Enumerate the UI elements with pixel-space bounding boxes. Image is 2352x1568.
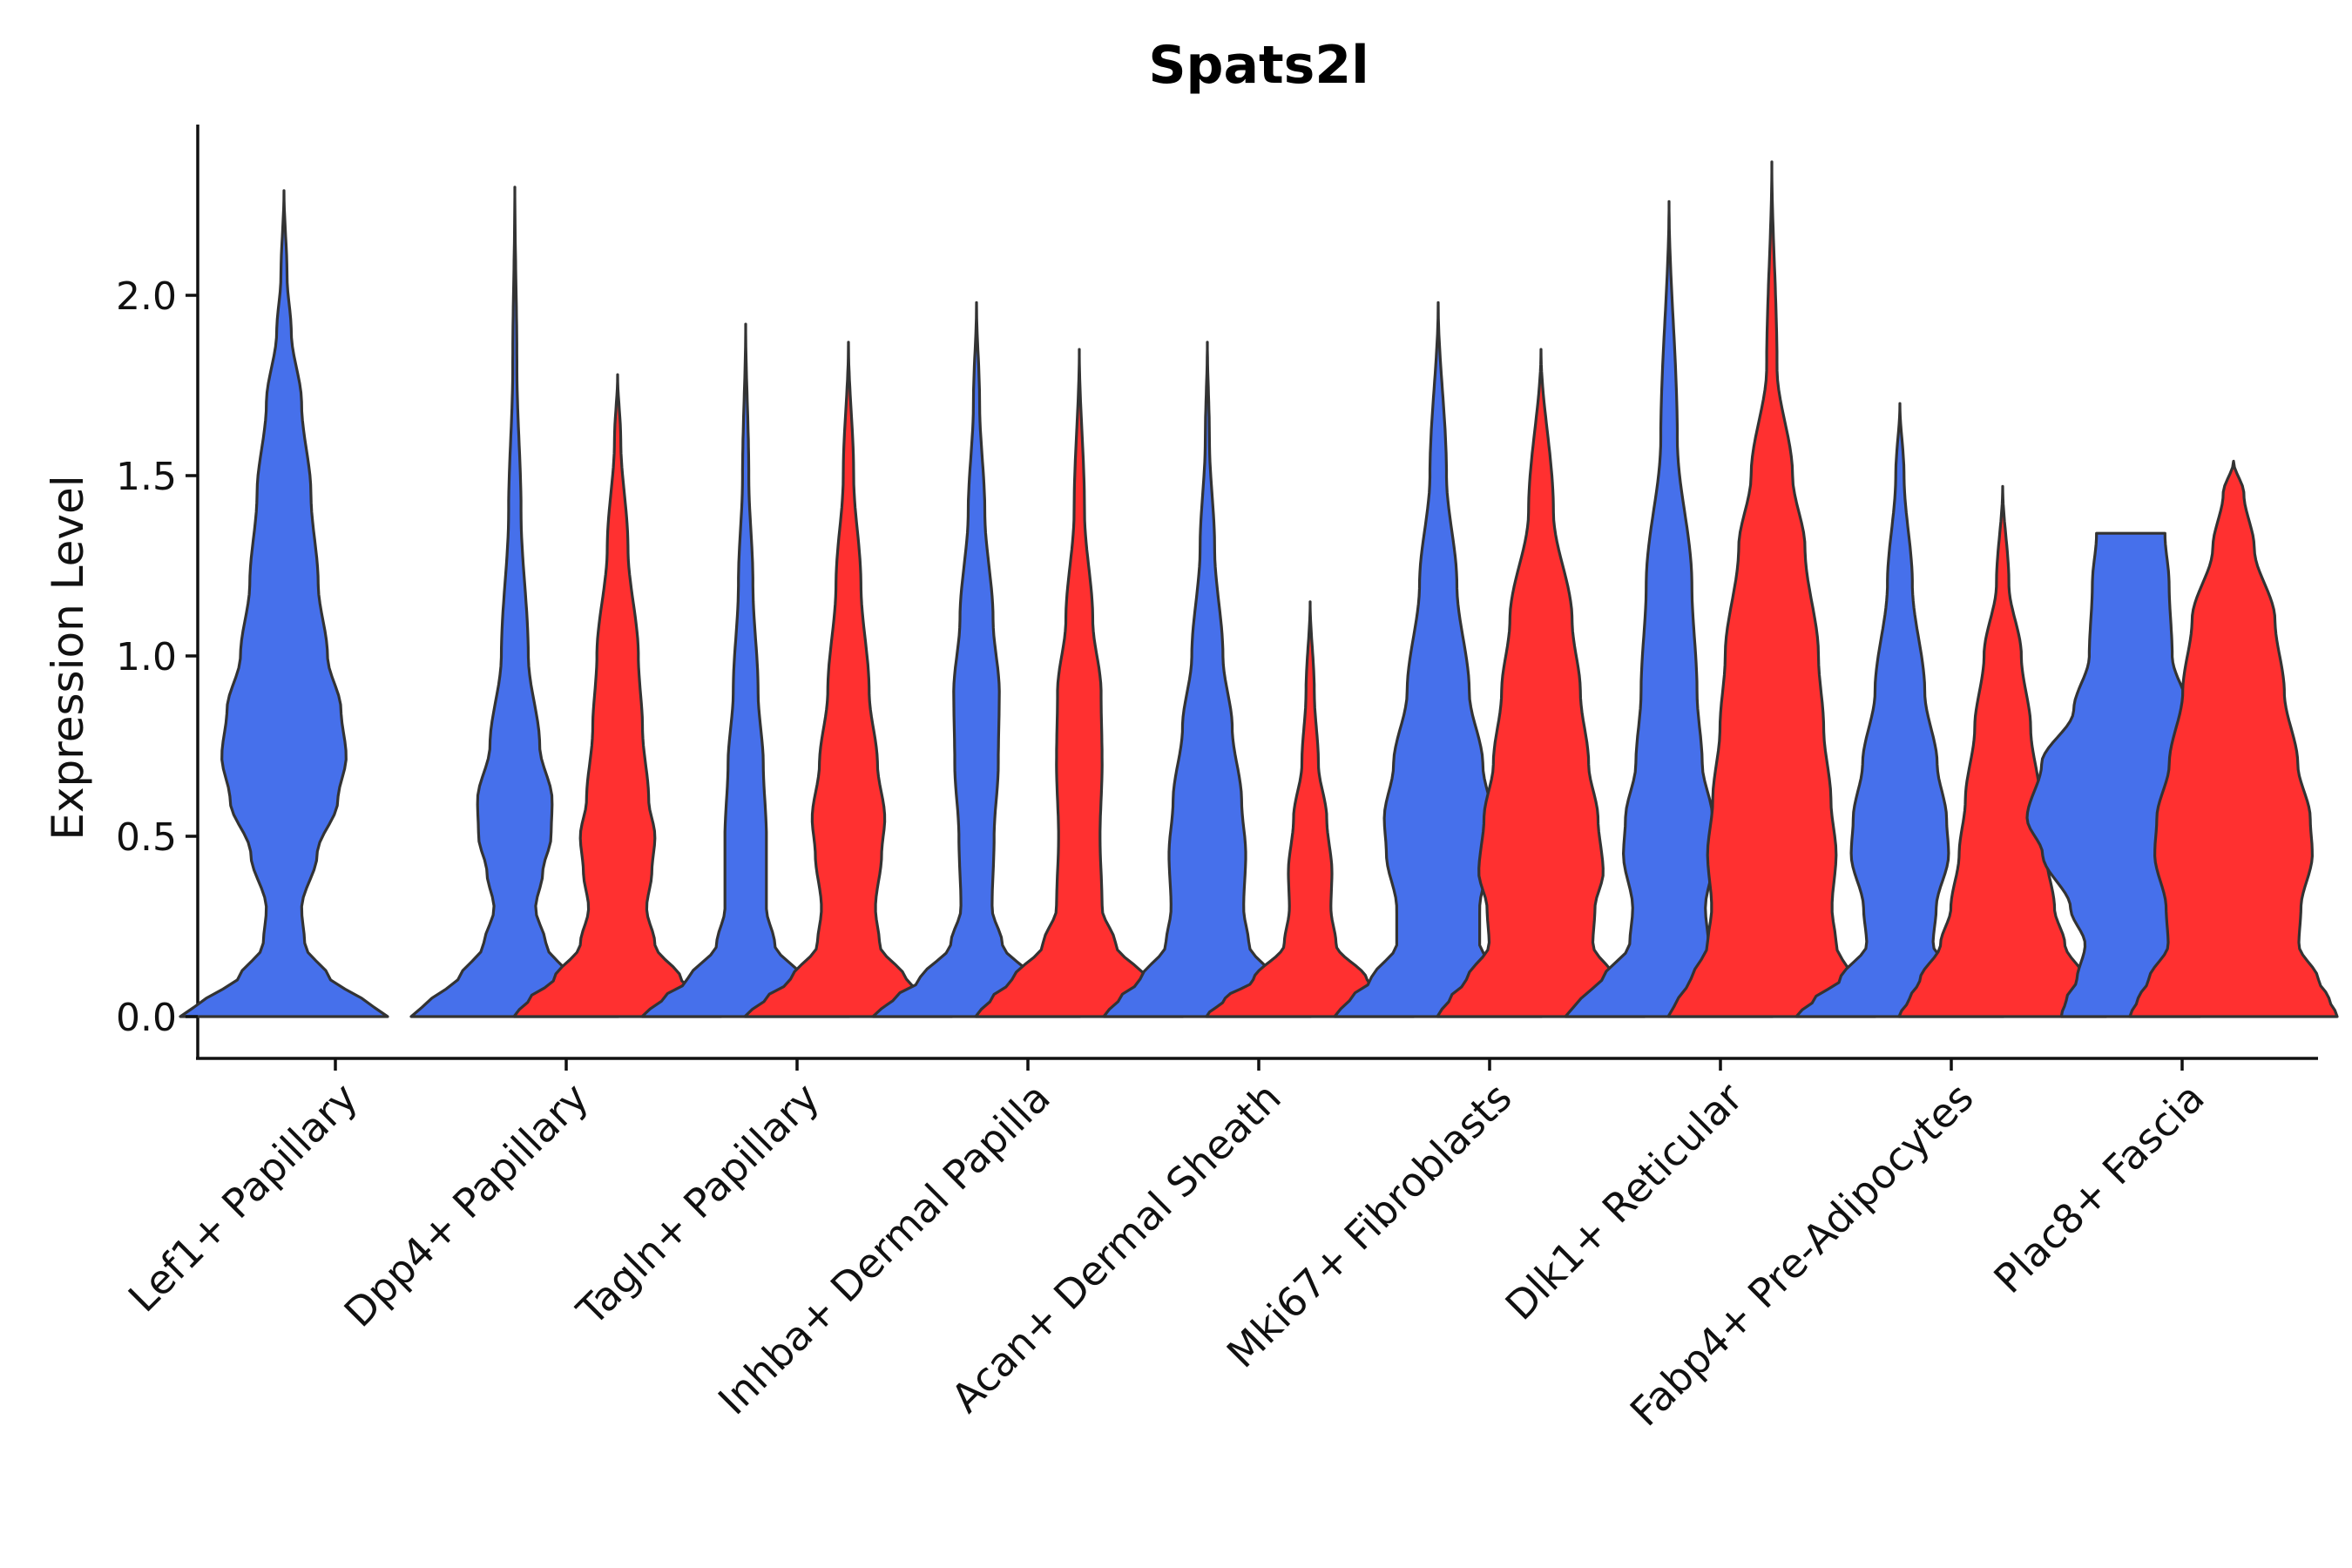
violin-blue-0: [179, 189, 389, 1018]
x-tick-label: Tagln+ Papillary: [567, 1074, 828, 1335]
y-tick-label: 1.5: [116, 455, 177, 499]
violin-blue-6: [1564, 199, 1774, 1018]
x-tick-label: Dlk1+ Reticular: [1497, 1074, 1752, 1329]
violin-red-3: [974, 348, 1185, 1018]
violin-blue-3: [871, 301, 1082, 1018]
x-tick-label: Plac8+ Fascia: [1984, 1074, 2213, 1302]
violin-blue-4: [1102, 341, 1313, 1018]
x-tick-label: Dpp4+ Papillary: [335, 1074, 598, 1336]
y-axis-label: Expression Level: [43, 475, 93, 840]
violin-red-4: [1205, 600, 1416, 1018]
y-tick-label: 0.0: [116, 996, 177, 1040]
y-tick-label: 2.0: [116, 274, 177, 319]
y-tick-label: 1.0: [116, 635, 177, 679]
violin-red-8: [2128, 459, 2339, 1018]
y-ticks: 0.0 0.5 1.0 1.5 2.0: [116, 274, 198, 1040]
violin-red-2: [743, 341, 954, 1018]
x-tick-label: Lef1+ Papillary: [119, 1074, 367, 1321]
violin-blue-2: [640, 322, 851, 1018]
y-tick-label: 0.5: [116, 815, 177, 860]
violin-red-5: [1436, 348, 1646, 1018]
violin-blue-7: [1794, 402, 2005, 1018]
violin-blue-1: [409, 186, 620, 1018]
chart-title: Spats2l: [1148, 35, 1369, 96]
violin-red-1: [512, 373, 723, 1018]
violin-red-6: [1666, 160, 1877, 1018]
violins-layer: [179, 160, 2339, 1018]
